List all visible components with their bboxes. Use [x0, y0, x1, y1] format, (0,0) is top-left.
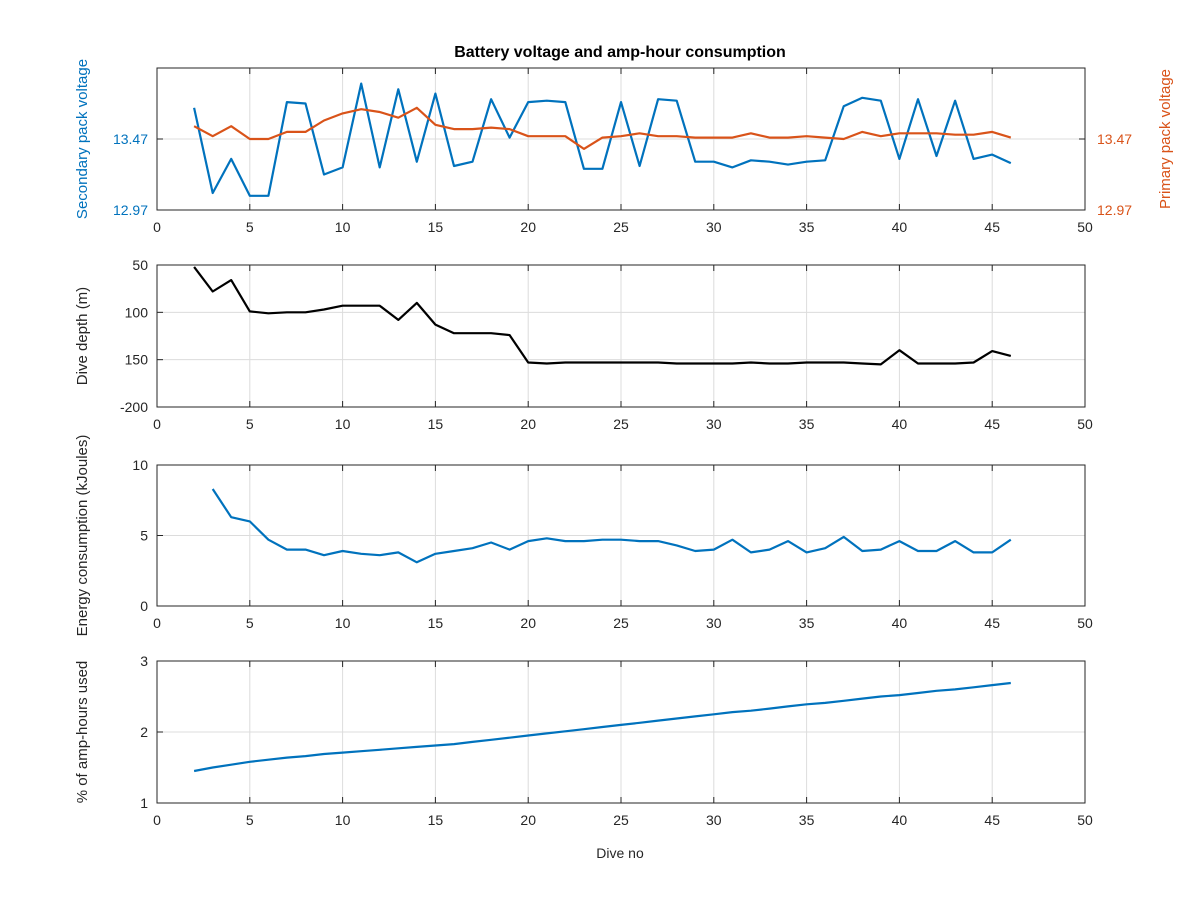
y-axis-label: % of amp-hours used [74, 661, 91, 804]
x-tick-label: 40 [892, 416, 908, 432]
plots-group: 0 5 10 15 20 25 30 35 40 45 5012.9713.4712.9713.47… [74, 59, 1174, 828]
x-tick-label: 15 [428, 416, 444, 432]
y-tick-label-right: 13.47 [1097, 131, 1132, 147]
x-tick-label: 35 [799, 416, 815, 432]
x-tick-label: 30 [706, 416, 722, 432]
y-tick-label: 13.47 [113, 131, 148, 147]
y-axis-label: Secondary pack voltage [74, 59, 91, 219]
series-line-primary-pack-voltage [193, 106, 1012, 150]
x-tick-label: 0 [153, 615, 161, 631]
x-tick-label: 45 [984, 615, 1000, 631]
x-tick-label: 50 [1077, 615, 1093, 631]
x-tick-label: 5 [246, 615, 254, 631]
x-tick-label: 40 [892, 615, 908, 631]
x-tick-label: 20 [520, 416, 536, 432]
x-tick-label: 10 [335, 219, 351, 235]
x-tick-label: 15 [428, 615, 444, 631]
x-tick-label: 5 [246, 416, 254, 432]
series-line-subplot-2-1 [193, 266, 1012, 366]
x-tick-label: 30 [706, 812, 722, 828]
x-tick-label: 40 [892, 219, 908, 235]
x-tick-label: 45 [984, 812, 1000, 828]
y-tick-label: 3 [140, 653, 148, 669]
x-tick-label: 25 [613, 615, 629, 631]
x-tick-label: 50 [1077, 812, 1093, 828]
y-tick-label: 50 [132, 257, 148, 273]
y-axis-label: Energy consumption (kJoules) [74, 435, 91, 637]
x-tick-label: 25 [613, 812, 629, 828]
x-tick-label: 10 [335, 615, 351, 631]
x-tick-label: 35 [799, 219, 815, 235]
x-tick-label: 5 [246, 219, 254, 235]
y-tick-label: 2 [140, 724, 148, 740]
x-tick-label: 10 [335, 416, 351, 432]
figure-xlabel: Dive no [596, 845, 644, 861]
x-tick-label: 40 [892, 812, 908, 828]
y-tick-label-right: 12.97 [1097, 202, 1132, 218]
subplot-1: 0 5 10 15 20 25 30 35 40 45 5012.9713.4712.9713.47… [74, 59, 1174, 235]
y-tick-label: 0 [140, 598, 148, 614]
x-tick-label: 0 [153, 219, 161, 235]
x-tick-label: 35 [799, 615, 815, 631]
figure-title: Battery voltage and amp-hour consumption [454, 44, 786, 61]
y-tick-label: -200 [120, 399, 148, 415]
x-tick-label: 10 [335, 812, 351, 828]
series-line-subplot-4-1 [193, 681, 1011, 773]
y-tick-label: 12.97 [113, 202, 148, 218]
y-tick-label: 150 [125, 352, 149, 368]
x-tick-label: 20 [520, 812, 536, 828]
x-tick-label: 5 [246, 812, 254, 828]
subplot-2: 0 5 10 15 20 25 30 35 40 45 50 50 100 150 -200 Dive dep… [74, 257, 1093, 432]
subplot-3: 0 5 10 15 20 25 30 35 40 45 50 0 5 10 Energy consumpti… [74, 435, 1093, 637]
y-tick-label: 1 [140, 795, 148, 811]
y-tick-label: 5 [140, 528, 148, 544]
x-tick-label: 15 [428, 812, 444, 828]
x-tick-label: 0 [153, 416, 161, 432]
x-tick-label: 20 [520, 615, 536, 631]
x-tick-label: 30 [706, 219, 722, 235]
x-tick-label: 25 [613, 416, 629, 432]
x-tick-label: 25 [613, 219, 629, 235]
x-tick-label: 50 [1077, 219, 1093, 235]
x-tick-label: 15 [428, 219, 444, 235]
subplot-4: 0 5 10 15 20 25 30 35 40 45 50 1 2 3 % of amp-hours us… [74, 653, 1093, 828]
x-tick-label: 45 [984, 416, 1000, 432]
y-tick-label: 10 [132, 457, 148, 473]
x-tick-label: 30 [706, 615, 722, 631]
x-tick-label: 35 [799, 812, 815, 828]
y-axis-label: Dive depth (m) [74, 287, 91, 385]
x-tick-label: 45 [984, 219, 1000, 235]
x-tick-label: 0 [153, 812, 161, 828]
series-line-subplot-3-1 [211, 488, 1012, 564]
x-tick-label: 20 [520, 219, 536, 235]
x-tick-label: 50 [1077, 416, 1093, 432]
y-tick-label: 100 [125, 304, 149, 320]
series-line-secondary-pack-voltage [193, 82, 1012, 197]
y-axis-label-right: Primary pack voltage [1157, 69, 1174, 209]
